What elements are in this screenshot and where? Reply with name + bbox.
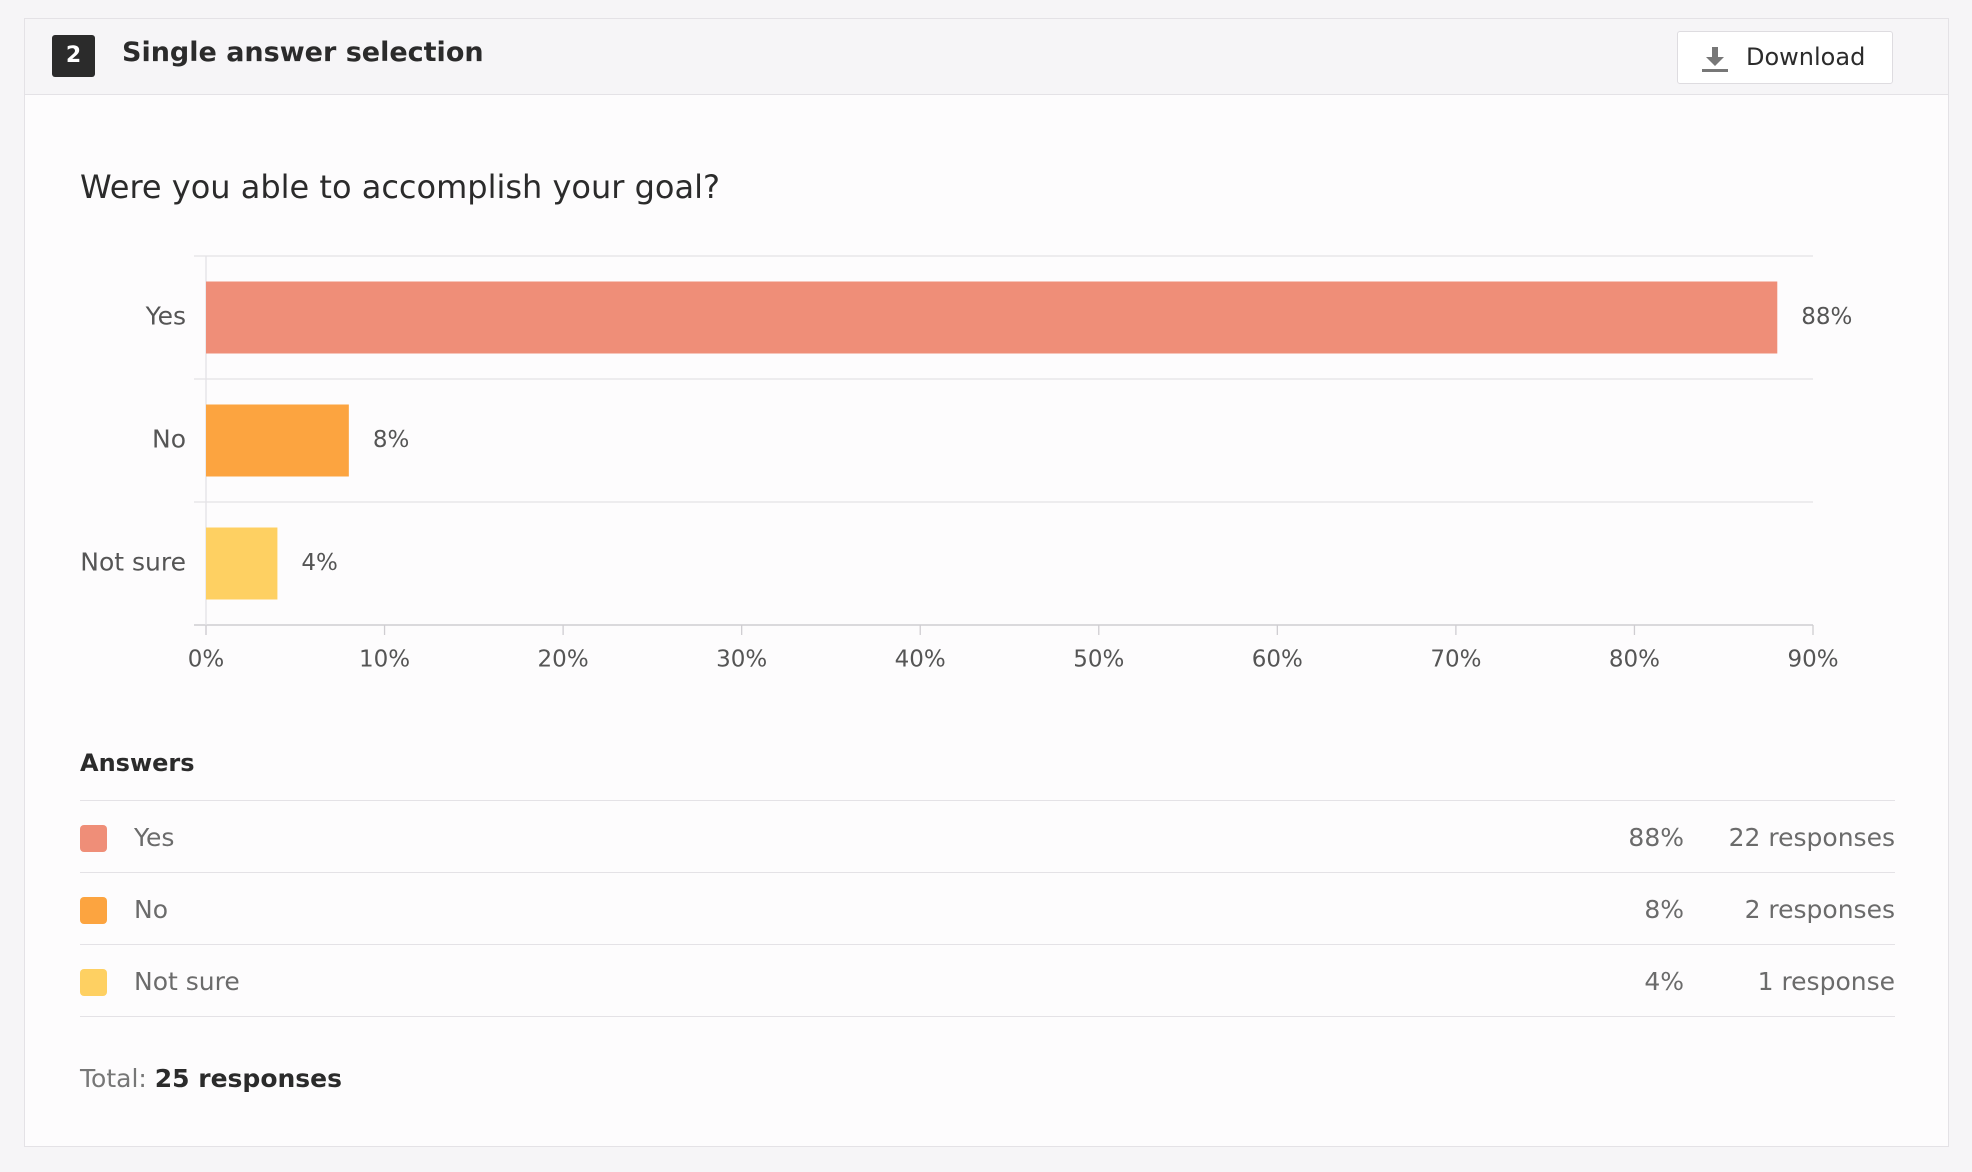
x-tick-label: 20% bbox=[538, 647, 589, 673]
x-tick-label: 80% bbox=[1609, 647, 1660, 673]
answer-percent: 4% bbox=[1644, 967, 1684, 996]
x-tick-label: 30% bbox=[716, 647, 767, 673]
x-tick-label: 50% bbox=[1073, 647, 1124, 673]
answers-title: Answers bbox=[80, 749, 195, 777]
question-card: 2 Single answer selection Download Were … bbox=[24, 18, 1949, 1147]
answer-responses: 1 response bbox=[1757, 967, 1895, 996]
bar bbox=[206, 527, 278, 600]
bar bbox=[206, 404, 349, 477]
bar bbox=[206, 281, 1778, 354]
answer-swatch bbox=[80, 969, 107, 996]
download-icon bbox=[1702, 47, 1728, 72]
question-type: Single answer selection bbox=[122, 37, 484, 68]
answer-percent: 8% bbox=[1644, 895, 1684, 924]
card-header: 2 Single answer selection Download bbox=[25, 19, 1948, 95]
x-tick-label: 40% bbox=[895, 647, 946, 673]
answer-name: No bbox=[134, 895, 168, 924]
answer-name: Yes bbox=[134, 823, 175, 852]
question-number: 2 bbox=[52, 35, 95, 77]
total-value: 25 responses bbox=[154, 1064, 343, 1093]
bar-value-label: 8% bbox=[373, 427, 410, 453]
x-tick-label: 60% bbox=[1252, 647, 1303, 673]
y-tick-label: No bbox=[152, 425, 186, 454]
row-divider bbox=[80, 1016, 1895, 1018]
answer-responses: 22 responses bbox=[1728, 823, 1895, 852]
answer-name: Not sure bbox=[134, 967, 240, 996]
total: Total: 25 responses bbox=[80, 1064, 342, 1093]
bar-value-label: 4% bbox=[301, 550, 338, 576]
chart-title: Were you able to accomplish your goal? bbox=[80, 168, 720, 206]
answer-row: No 8% 2 responses bbox=[80, 872, 1895, 945]
x-tick-label: 0% bbox=[188, 647, 225, 673]
answer-swatch bbox=[80, 897, 107, 924]
y-tick-label: Not sure bbox=[80, 548, 186, 577]
download-label: Download bbox=[1746, 43, 1866, 71]
x-tick-label: 90% bbox=[1787, 647, 1838, 673]
answer-swatch bbox=[80, 825, 107, 852]
x-tick-label: 10% bbox=[359, 647, 410, 673]
answer-row: Yes 88% 22 responses bbox=[80, 800, 1895, 873]
total-label: Total: bbox=[80, 1064, 147, 1093]
bar-value-label: 88% bbox=[1801, 304, 1852, 330]
y-tick-label: Yes bbox=[145, 302, 186, 331]
answer-row: Not sure 4% 1 response bbox=[80, 944, 1895, 1017]
x-tick-label: 70% bbox=[1430, 647, 1481, 673]
download-button[interactable]: Download bbox=[1677, 31, 1893, 84]
answer-percent: 88% bbox=[1628, 823, 1684, 852]
chart: Were you able to accomplish your goal? 0… bbox=[80, 168, 1852, 673]
answer-responses: 2 responses bbox=[1744, 895, 1895, 924]
